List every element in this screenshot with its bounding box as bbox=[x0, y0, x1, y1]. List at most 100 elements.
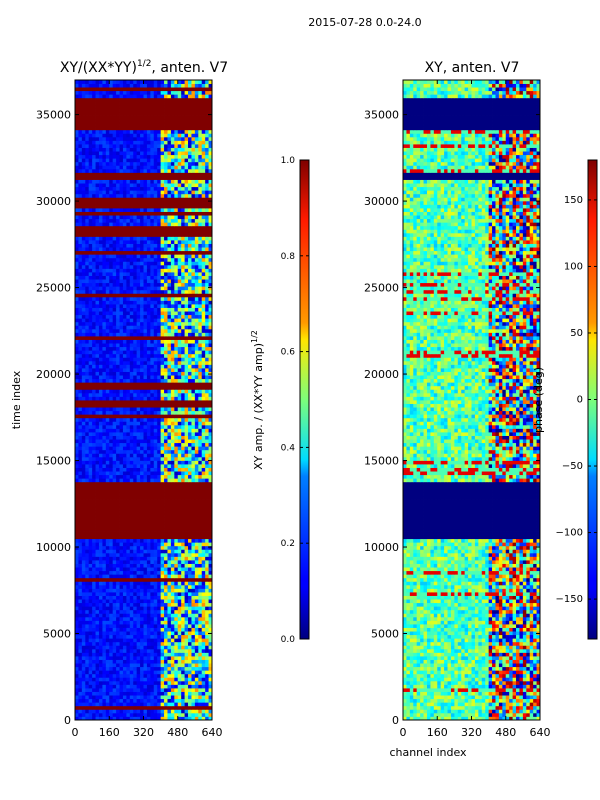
heatmap-cell bbox=[208, 677, 213, 682]
heatmap-cell bbox=[160, 627, 165, 632]
heatmap-cell bbox=[88, 528, 93, 532]
heatmap-cell bbox=[174, 311, 179, 316]
heatmap-cell bbox=[188, 584, 192, 589]
heatmap-cell bbox=[102, 392, 107, 397]
heatmap-cell bbox=[146, 499, 151, 504]
heatmap-cell bbox=[81, 574, 86, 579]
heatmap-cell bbox=[184, 336, 189, 340]
heatmap-cell bbox=[95, 705, 100, 710]
heatmap-cell bbox=[78, 492, 83, 497]
heatmap-cell bbox=[95, 311, 100, 316]
heatmap-cell bbox=[160, 439, 165, 444]
heatmap-cell bbox=[95, 464, 100, 468]
heatmap-cell bbox=[112, 478, 117, 483]
heatmap-cell bbox=[198, 581, 203, 586]
heatmap-cell bbox=[136, 638, 141, 643]
heatmap-cell bbox=[143, 698, 148, 703]
heatmap-cell bbox=[205, 634, 209, 639]
heatmap-cell bbox=[184, 577, 189, 582]
heatmap-cell bbox=[164, 442, 168, 447]
heatmap-cell bbox=[157, 531, 162, 536]
heatmap-cell bbox=[146, 609, 151, 614]
heatmap-cell bbox=[177, 602, 182, 607]
heatmap-cell bbox=[170, 503, 175, 508]
heatmap-cell bbox=[98, 382, 103, 387]
heatmap-cell bbox=[136, 691, 141, 696]
heatmap-cell bbox=[136, 688, 141, 692]
heatmap-cell bbox=[75, 350, 79, 355]
heatmap-cell bbox=[109, 471, 114, 476]
heatmap-cell bbox=[85, 702, 90, 707]
heatmap-cell bbox=[157, 524, 162, 529]
heatmap-cell bbox=[201, 624, 206, 628]
heatmap-cell bbox=[143, 563, 148, 568]
heatmap-cell bbox=[198, 296, 203, 301]
heatmap-cell bbox=[181, 684, 185, 689]
heatmap-cell bbox=[153, 286, 158, 291]
heatmap-cell bbox=[78, 538, 83, 543]
heatmap-cell bbox=[119, 698, 124, 703]
heatmap-cell bbox=[181, 595, 185, 600]
heatmap-cell bbox=[194, 456, 199, 461]
heatmap-cell bbox=[205, 641, 209, 646]
heatmap-cell bbox=[153, 296, 158, 301]
heatmap-cell bbox=[116, 552, 120, 557]
heatmap-cell bbox=[129, 474, 134, 479]
heatmap-cell bbox=[126, 709, 131, 714]
heatmap-cell bbox=[105, 641, 110, 646]
heatmap-cell bbox=[191, 474, 196, 479]
heatmap-cell bbox=[102, 421, 107, 426]
heatmap-cell bbox=[201, 282, 206, 287]
heatmap-cell bbox=[81, 325, 86, 330]
heatmap-cell bbox=[102, 606, 107, 611]
heatmap-cell bbox=[98, 307, 103, 312]
heatmap-cell bbox=[85, 659, 90, 664]
heatmap-cell bbox=[122, 364, 127, 369]
heatmap-cell bbox=[191, 577, 196, 582]
heatmap-cell bbox=[102, 552, 107, 557]
heatmap-cell bbox=[88, 652, 93, 657]
heatmap-cell bbox=[88, 350, 93, 355]
heatmap-cell bbox=[191, 648, 196, 653]
heatmap-cell bbox=[150, 641, 155, 646]
heatmap-cell bbox=[109, 421, 114, 426]
heatmap-cell bbox=[184, 275, 189, 280]
heatmap-cell bbox=[143, 549, 148, 554]
heatmap-cell bbox=[205, 481, 209, 486]
heatmap-cell bbox=[133, 300, 138, 305]
heatmap-cell bbox=[177, 474, 182, 479]
heatmap-cell bbox=[122, 584, 127, 589]
heatmap-cell bbox=[126, 304, 131, 308]
heatmap-cell bbox=[119, 680, 124, 685]
heatmap-cell bbox=[160, 712, 165, 717]
heatmap-cell bbox=[119, 488, 124, 493]
heatmap-cell bbox=[102, 446, 107, 451]
heatmap-cell bbox=[191, 638, 196, 643]
heatmap-cell bbox=[81, 631, 86, 636]
heatmap-cell bbox=[153, 577, 158, 582]
heatmap-cell bbox=[105, 506, 110, 511]
heatmap-cell bbox=[85, 513, 90, 518]
heatmap-cell bbox=[81, 588, 86, 593]
heatmap-cell bbox=[105, 364, 110, 369]
heatmap-cell bbox=[205, 424, 209, 429]
heatmap-cell bbox=[198, 336, 203, 340]
heatmap-cell bbox=[160, 428, 165, 433]
heatmap-cell bbox=[95, 481, 100, 486]
heatmap-cell bbox=[194, 449, 199, 454]
heatmap-cell bbox=[102, 705, 107, 710]
heatmap-cell bbox=[194, 392, 199, 397]
heatmap-cell bbox=[170, 382, 175, 387]
heatmap-cell bbox=[201, 321, 206, 326]
heatmap-cell bbox=[160, 670, 165, 675]
heatmap-cell bbox=[109, 328, 114, 333]
heatmap-cell bbox=[140, 592, 144, 596]
heatmap-cell bbox=[112, 510, 117, 515]
heatmap-cell bbox=[129, 378, 134, 383]
heatmap-cell bbox=[95, 560, 100, 564]
heatmap-cell bbox=[140, 410, 144, 415]
heatmap-cell bbox=[143, 442, 148, 447]
heatmap-cell bbox=[98, 478, 103, 483]
heatmap-cell bbox=[119, 417, 124, 422]
heatmap-cell bbox=[126, 496, 131, 500]
